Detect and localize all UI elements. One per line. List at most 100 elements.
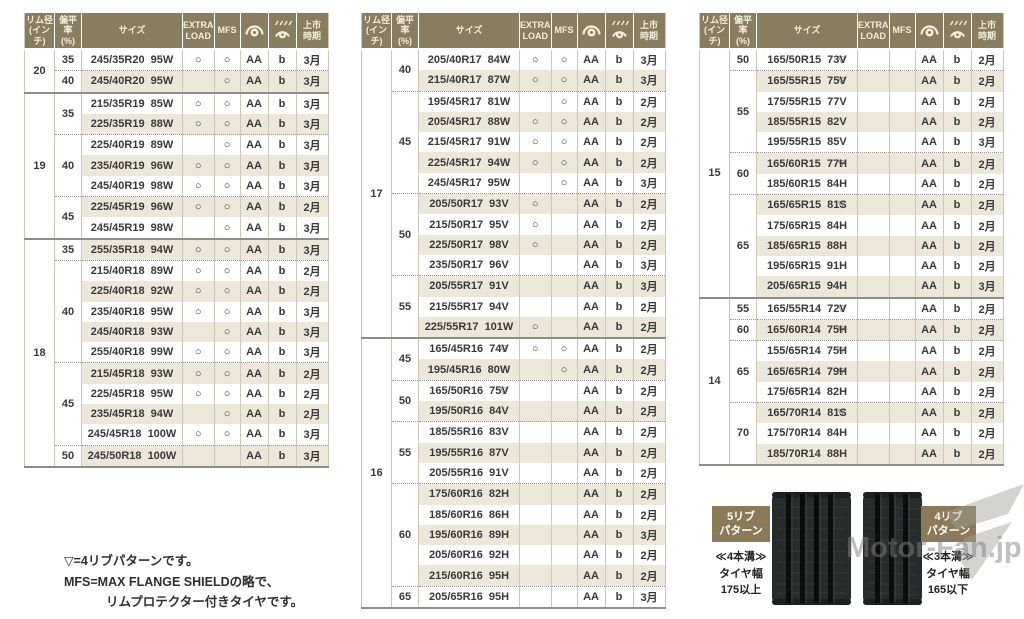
table-row: 15 50 165/50R15 73V ▽ AA b 2月 <box>699 49 1004 298</box>
mfs-cell <box>888 194 916 216</box>
table-row: 165/65R14 79H ▽ AA b 2月 <box>700 361 1004 382</box>
size-cell: 165/50R15 73V ▽ <box>756 49 858 71</box>
launch-month-cell: 2月 <box>632 214 666 235</box>
size-text: 185/55R16 83V <box>429 426 509 439</box>
wet-rating-cell: b <box>604 483 634 505</box>
launch-month-cell: 2月 <box>970 340 1004 362</box>
size-cell: 225/40R18 92W <box>81 281 183 302</box>
wet-rating-cell: b <box>604 90 634 112</box>
fuel-rating-cell: AA <box>576 359 606 381</box>
launch-period-header: 上市 時期 <box>632 13 666 50</box>
size-text: 185/65R15 88H <box>766 239 848 252</box>
fuel-rating-cell: AA <box>914 91 944 112</box>
fuel-rating-cell: AA <box>914 235 944 256</box>
extra-load-cell <box>182 134 215 156</box>
size-cell: 165/65R14 79H ▽ <box>756 361 858 382</box>
aspect-ratio-cell: 65 <box>729 194 757 298</box>
table-row: 225/55R17 101W ○ AA b 2月 <box>362 316 666 339</box>
fuel-rating-cell: AA <box>914 361 944 382</box>
size-cell: 245/50R18 100W <box>81 444 183 467</box>
four-rib-triangle-mark: ▽ <box>500 385 507 396</box>
size-header: サイズ <box>81 13 183 50</box>
mfs-cell: ○ <box>213 134 241 156</box>
fuel-rating-cell: AA <box>576 462 606 484</box>
wet-rating-cell: b <box>604 401 634 422</box>
extra-load-cell <box>857 132 890 153</box>
badge-line: 4リブ <box>934 511 963 523</box>
size-text: 175/70R14 84H <box>766 427 848 440</box>
size-cell: 165/60R15 77H ▽ <box>756 152 858 174</box>
size-text: 205/45R17 88W <box>427 116 511 129</box>
table-row: 215/60R16 95H AA b 2月 <box>362 565 666 587</box>
fuel-rating-cell: AA <box>576 524 606 546</box>
size-cell: 255/35R18 94W <box>81 237 183 261</box>
size-text: 255/40R18 99W <box>90 346 174 359</box>
fuel-rating-cell: AA <box>576 172 606 194</box>
extra-load-cell <box>519 462 552 484</box>
table-row: 60 165/60R15 77H ▽ AA b 2月 <box>700 152 1004 195</box>
table-row: 235/40R18 95W ○ ○ AA b 3月 <box>25 301 329 322</box>
size-text: 195/50R16 84V <box>429 405 509 418</box>
extra-load-cell <box>519 172 552 194</box>
mfs-cell: ○ <box>550 337 578 360</box>
size-cell: 205/55R16 91V <box>418 462 520 484</box>
mfs-cell <box>550 483 578 505</box>
fuel-rating-cell: AA <box>576 275 606 297</box>
four-rib-triangle-mark: ▽ <box>838 366 845 377</box>
size-cell: 205/60R16 92H <box>418 545 520 566</box>
mfs-cell <box>550 545 578 566</box>
size-cell: 245/40R20 95W <box>81 70 183 93</box>
mfs-cell <box>213 444 241 467</box>
mfs-cell <box>888 443 916 465</box>
size-cell: 215/40R17 87W <box>418 70 520 92</box>
fuel-rating-cell: AA <box>576 379 606 402</box>
launch-month-cell: 2月 <box>970 255 1004 277</box>
extra-load-cell <box>519 275 552 297</box>
table-row: 205/55R16 91V AA b 2月 <box>362 462 666 484</box>
extra-load-cell <box>857 194 890 216</box>
table-row: 40 215/40R18 89W ○ ○ AA b 2月 <box>25 259 329 363</box>
mfs-cell: ○ <box>213 259 241 282</box>
launch-month-cell: 3月 <box>295 134 329 156</box>
table-row: 215/40R17 87W ○ ○ AA b 3月 <box>362 70 666 92</box>
size-cell: 185/55R16 83V <box>418 421 520 443</box>
extra-load-cell: ○ <box>519 337 552 360</box>
mfs-cell: ○ <box>550 49 578 71</box>
wet-rating-cell: b <box>942 111 972 133</box>
mfs-cell: ○ <box>550 172 578 194</box>
mfs-cell: ○ <box>213 301 241 322</box>
launch-month-cell: 2月 <box>632 234 666 255</box>
table-row: 16 45 165/45R16 74V ▽ ○ ○ AA b 2月 <box>361 337 666 609</box>
extra-load-header: EXTRA LOAD <box>519 13 552 50</box>
table-row: 17 40 205/40R17 84W ○ ○ AA b 3月 <box>361 49 666 339</box>
size-text: 215/40R17 87W <box>427 74 511 87</box>
size-cell: 195/65R15 91H <box>756 255 858 277</box>
table-row: 195/45R16 80W ○ AA b 2月 <box>362 359 666 381</box>
spec-table-right: リム径 (インチ) 偏平率 (%) サイズ EXTRA LOAD MFS 上市 時期 15 50 165… <box>699 13 1004 466</box>
fuel-rating-cell: AA <box>576 545 606 566</box>
extra-load-cell: ○ <box>182 113 215 135</box>
size-cell: 215/45R18 93W <box>81 362 183 384</box>
mfs-cell <box>888 318 916 341</box>
aspect-ratio-cell: 60 <box>729 318 757 341</box>
table-row: 245/40R19 98W ○ ○ AA b 3月 <box>25 175 329 197</box>
aspect-ratio-cell: 50 <box>391 193 419 276</box>
mfs-cell <box>888 296 916 320</box>
size-cell: 205/55R17 91V <box>418 275 520 297</box>
size-cell: 245/45R19 98W <box>81 217 183 239</box>
wet-rating-cell: b <box>604 545 634 566</box>
extra-load-cell <box>519 296 552 317</box>
wet-rating-cell: b <box>267 383 297 405</box>
footnote-line: ▽=4リブパターンです。 <box>64 554 199 568</box>
wet-rating-cell: b <box>604 585 634 609</box>
size-cell: 225/40R19 89W <box>81 134 183 156</box>
extra-load-cell <box>519 379 552 402</box>
extra-load-cell <box>857 152 890 174</box>
table-row: 195/65R15 91H AA b 2月 <box>700 255 1004 277</box>
fuel-rating-cell: AA <box>914 215 944 236</box>
size-header: サイズ <box>756 13 858 50</box>
size-cell: 235/40R19 96W <box>81 155 183 176</box>
table-row: 245/45R18 100W ○ ○ AA b 3月 <box>25 424 329 446</box>
wet-grip-icon <box>274 20 292 39</box>
aspect-ratio-cell: 60 <box>729 152 757 195</box>
